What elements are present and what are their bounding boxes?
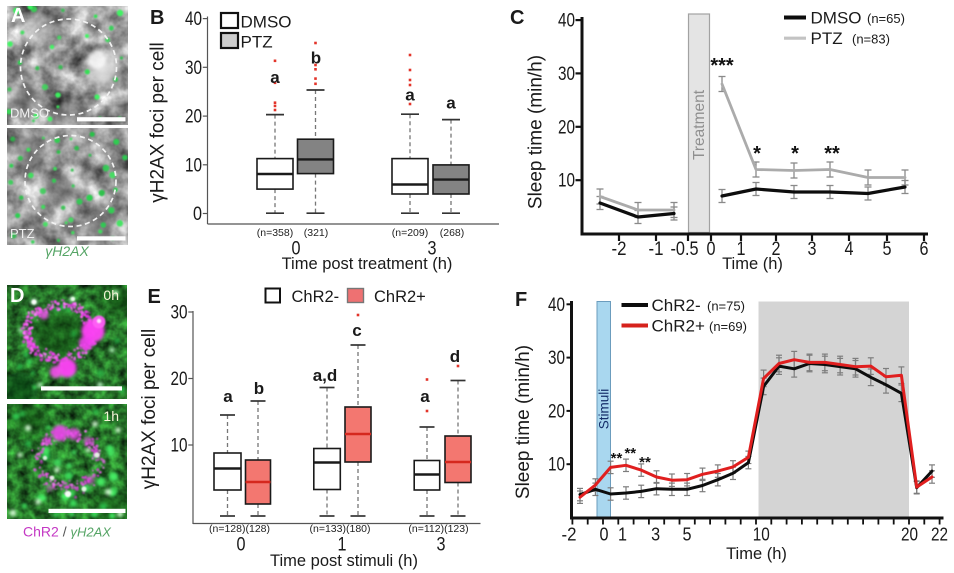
svg-text:**: ** [624, 445, 636, 462]
svg-text:DMSO: DMSO [811, 9, 862, 28]
svg-text:F: F [515, 289, 527, 311]
svg-text:10: 10 [558, 171, 575, 192]
svg-text:(n=133)(180): (n=133)(180) [310, 523, 371, 535]
svg-text:20: 20 [185, 107, 202, 128]
svg-text:3: 3 [428, 239, 437, 260]
svg-text:a: a [223, 387, 233, 406]
svg-text:γH2AX foci per cell: γH2AX foci per cell [139, 329, 160, 490]
svg-text:0: 0 [707, 239, 716, 260]
svg-text:5: 5 [683, 524, 692, 545]
svg-text:(n=83): (n=83) [852, 32, 890, 47]
svg-text:20: 20 [171, 369, 188, 390]
svg-text:22: 22 [931, 524, 948, 545]
svg-text:Sleep time (min/h): Sleep time (min/h) [513, 345, 534, 499]
svg-text:(n=209): (n=209) [392, 227, 428, 239]
svg-text:*: * [791, 143, 799, 165]
svg-text:a: a [270, 68, 280, 87]
svg-text:d: d [450, 347, 460, 366]
svg-text:***: *** [710, 55, 734, 77]
svg-text:1h: 1h [103, 408, 119, 424]
svg-text:0: 0 [237, 535, 246, 556]
svg-text:(n=69): (n=69) [709, 319, 747, 334]
svg-text:*: * [753, 143, 761, 165]
svg-text:DMSO: DMSO [10, 106, 49, 121]
svg-text:-2: -2 [612, 239, 627, 260]
svg-text:C: C [510, 7, 524, 29]
svg-text:B: B [150, 7, 164, 29]
svg-text:Time (h): Time (h) [726, 545, 787, 563]
svg-text:10: 10 [185, 155, 202, 176]
svg-text:-1: -1 [649, 239, 664, 260]
svg-text:3: 3 [437, 535, 446, 556]
svg-text:b: b [311, 49, 321, 68]
svg-text:Stimuli: Stimuli [597, 389, 612, 430]
svg-text:5: 5 [883, 239, 892, 260]
svg-text:ChR2+: ChR2+ [374, 288, 426, 306]
svg-text:PTZ: PTZ [241, 33, 273, 52]
svg-text:Time post stimuli (h): Time post stimuli (h) [270, 552, 418, 570]
svg-text:A: A [11, 5, 25, 27]
svg-text:(n=65): (n=65) [867, 11, 905, 26]
svg-text:0: 0 [292, 239, 301, 260]
svg-text:30: 30 [558, 64, 575, 85]
svg-text:0: 0 [193, 204, 202, 225]
svg-text:a: a [446, 94, 456, 113]
svg-text:PTZ: PTZ [811, 29, 843, 48]
svg-text:1: 1 [737, 239, 746, 260]
svg-text:Time post treatment (h): Time post treatment (h) [282, 255, 453, 273]
svg-text:20: 20 [558, 117, 575, 138]
svg-text:**: ** [639, 454, 651, 471]
svg-text:(268): (268) [440, 227, 465, 239]
svg-text:10: 10 [753, 524, 770, 545]
svg-text:-2: -2 [562, 524, 577, 545]
svg-text:(n=358): (n=358) [257, 227, 293, 239]
svg-text:b: b [254, 379, 264, 398]
svg-text:(n=75): (n=75) [707, 299, 745, 314]
svg-text:30: 30 [171, 303, 188, 324]
svg-text:10: 10 [171, 436, 188, 457]
svg-text:ChR2 / γH2AX: ChR2 / γH2AX [23, 524, 112, 540]
svg-text:Sleep time (min/h): Sleep time (min/h) [526, 55, 547, 209]
svg-text:(n=112)(123): (n=112)(123) [408, 523, 468, 535]
svg-text:-0.5: -0.5 [671, 239, 699, 260]
svg-text:γH2AX foci per cell: γH2AX foci per cell [147, 42, 168, 203]
svg-text:1: 1 [618, 524, 627, 545]
svg-text:DMSO: DMSO [241, 13, 292, 32]
svg-text:4: 4 [845, 239, 854, 260]
svg-text:PTZ: PTZ [10, 226, 35, 241]
svg-text:γH2AX: γH2AX [45, 243, 89, 259]
svg-text:Treatment: Treatment [691, 89, 708, 160]
svg-text:6: 6 [920, 239, 929, 260]
svg-text:30: 30 [185, 58, 202, 79]
svg-text:40: 40 [548, 295, 565, 316]
svg-text:ChR2-: ChR2- [652, 296, 701, 315]
svg-text:E: E [148, 286, 161, 308]
svg-text:a: a [420, 387, 430, 406]
svg-text:3: 3 [651, 524, 660, 545]
svg-text:(321): (321) [304, 227, 329, 239]
svg-text:2: 2 [772, 239, 781, 260]
svg-text:20: 20 [548, 401, 565, 422]
svg-text:(n=128)(128): (n=128)(128) [209, 523, 270, 535]
svg-text:20: 20 [901, 524, 918, 545]
svg-text:40: 40 [185, 9, 202, 30]
svg-text:10: 10 [548, 455, 565, 476]
svg-text:0: 0 [600, 524, 609, 545]
svg-text:ChR2+: ChR2+ [652, 317, 705, 336]
svg-text:ChR2-: ChR2- [292, 288, 340, 306]
svg-text:0h: 0h [103, 287, 119, 303]
svg-text:D: D [10, 285, 24, 307]
svg-text:30: 30 [548, 348, 565, 369]
svg-text:a,d: a,d [313, 366, 338, 385]
svg-text:**: ** [824, 143, 840, 165]
svg-text:1: 1 [338, 535, 347, 556]
svg-text:a: a [405, 86, 415, 105]
svg-text:**: ** [611, 450, 623, 467]
svg-text:40: 40 [558, 11, 575, 32]
svg-text:c: c [352, 321, 361, 340]
svg-text:Time (h): Time (h) [722, 255, 783, 273]
svg-text:3: 3 [808, 239, 817, 260]
